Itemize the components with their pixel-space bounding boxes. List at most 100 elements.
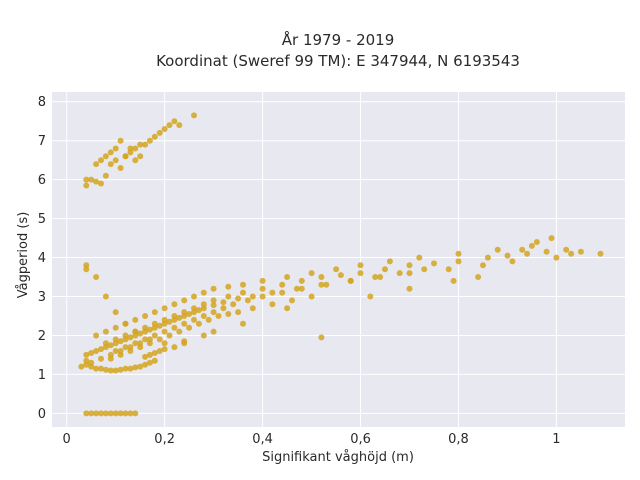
data-point <box>102 340 109 347</box>
data-point <box>93 161 100 168</box>
data-point <box>146 137 153 144</box>
data-point <box>142 336 149 343</box>
data-point <box>195 307 202 314</box>
x-tick-label: 1 <box>552 432 560 447</box>
data-point <box>151 133 158 140</box>
data-point <box>191 316 197 323</box>
data-point <box>494 246 501 253</box>
y-tick-labels: 0 1 2 3 4 5 6 7 8 <box>38 95 46 422</box>
data-point <box>357 270 364 277</box>
data-point <box>112 367 119 374</box>
data-point <box>127 149 134 156</box>
data-point <box>524 250 531 257</box>
data-point <box>244 297 251 304</box>
data-point <box>176 328 183 335</box>
data-point <box>132 316 139 323</box>
x-tick-label: 0 <box>63 432 71 447</box>
data-point <box>107 149 114 156</box>
data-point <box>112 145 119 152</box>
data-point <box>235 309 242 316</box>
data-point <box>156 322 163 329</box>
data-point <box>112 309 119 316</box>
data-point <box>200 313 207 319</box>
data-point <box>93 178 100 185</box>
data-point <box>166 318 173 325</box>
y-tick-label: 8 <box>38 95 46 110</box>
data-point <box>112 324 119 331</box>
data-point <box>122 365 129 372</box>
data-point <box>83 351 90 358</box>
data-point <box>318 274 325 280</box>
data-points <box>78 112 604 417</box>
data-point <box>396 270 403 277</box>
data-point <box>259 285 266 292</box>
data-point <box>161 305 168 312</box>
data-point <box>137 340 144 347</box>
data-point <box>480 262 486 269</box>
data-point <box>284 305 291 312</box>
data-point <box>151 357 158 364</box>
data-point <box>186 324 193 331</box>
data-point <box>78 363 85 370</box>
y-tick-label: 0 <box>38 407 46 422</box>
data-point <box>151 320 158 327</box>
data-point <box>127 334 134 341</box>
y-tick-label: 2 <box>38 329 46 344</box>
data-point <box>210 297 217 304</box>
data-point <box>132 157 139 164</box>
data-point <box>215 313 222 319</box>
data-point <box>142 361 149 368</box>
data-point <box>112 336 119 343</box>
data-point <box>161 346 168 353</box>
data-point <box>240 289 246 296</box>
data-point <box>533 239 540 245</box>
data-point <box>568 250 575 257</box>
data-point <box>107 410 114 417</box>
data-point <box>107 161 114 168</box>
data-point <box>504 252 511 259</box>
data-point <box>543 248 550 255</box>
data-point <box>137 363 144 370</box>
data-point <box>122 332 129 339</box>
data-point <box>117 338 124 345</box>
data-point <box>421 266 428 273</box>
data-point <box>509 258 516 265</box>
data-point <box>117 137 124 144</box>
data-point <box>308 270 315 277</box>
data-point <box>377 274 384 280</box>
data-point <box>475 274 482 280</box>
data-point <box>102 366 109 373</box>
data-point <box>127 344 134 351</box>
data-point <box>98 410 104 417</box>
data-point <box>107 367 114 374</box>
data-point <box>156 336 163 343</box>
data-point <box>161 340 168 347</box>
x-tick-label: 0,6 <box>350 432 371 447</box>
x-tick-label: 0,8 <box>448 432 469 447</box>
data-point <box>563 246 570 253</box>
data-point <box>284 274 291 280</box>
data-point <box>171 344 178 351</box>
data-point <box>83 357 90 364</box>
x-tick-labels: 0 0,2 0,4 0,6 0,8 1 <box>63 432 561 447</box>
data-point <box>445 266 452 273</box>
y-tick-label: 7 <box>38 134 46 149</box>
data-point <box>230 301 237 308</box>
data-point <box>318 281 325 288</box>
data-point <box>455 258 462 265</box>
data-point <box>88 176 95 183</box>
data-point <box>88 350 95 356</box>
data-point <box>225 283 232 290</box>
data-point <box>186 311 193 317</box>
data-point <box>406 285 413 292</box>
data-point <box>146 359 153 366</box>
x-tick-label: 0,4 <box>252 432 273 447</box>
data-point <box>372 274 379 280</box>
data-point <box>117 165 124 171</box>
y-tick-label: 3 <box>38 290 46 305</box>
data-point <box>146 336 153 343</box>
data-point <box>337 272 344 279</box>
data-point <box>382 266 388 273</box>
plot-area <box>52 92 625 427</box>
